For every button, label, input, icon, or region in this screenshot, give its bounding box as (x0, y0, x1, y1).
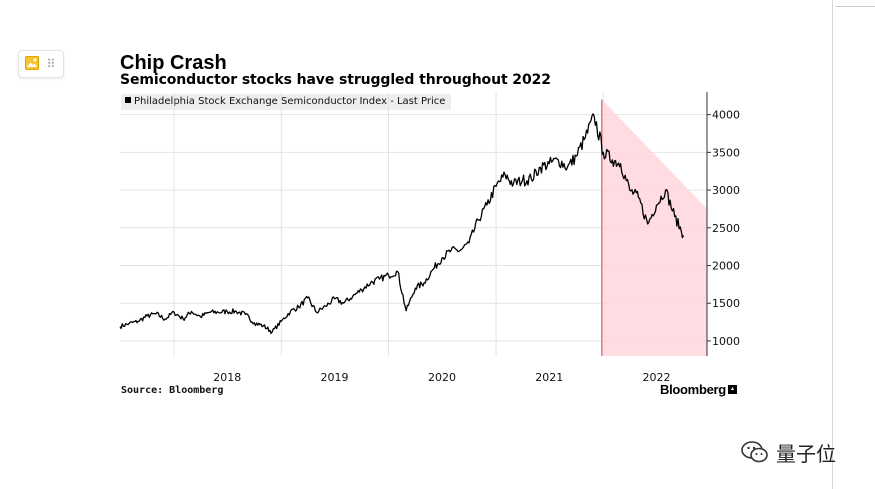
watermark-text: 量子位 (776, 441, 836, 466)
page-corner-divider (836, 6, 875, 7)
legend-label: Philadelphia Stock Exchange Semiconducto… (134, 96, 446, 107)
drag-handle-icon[interactable]: ⠿ (46, 57, 56, 71)
chart-subtitle: Semiconductor stocks have struggled thro… (120, 72, 551, 88)
y-tick-label: 3500 (712, 146, 740, 159)
x-tick-label: 2019 (320, 371, 348, 384)
series-line (119, 113, 685, 335)
image-icon[interactable] (25, 56, 39, 70)
x-tick-label: 2022 (642, 371, 670, 384)
y-tick-label: 4000 (712, 109, 740, 122)
series-layer (119, 113, 685, 335)
y-tick-label: 1000 (712, 335, 740, 348)
y-tick-label: 2000 (712, 259, 740, 272)
image-toolbar[interactable]: ⠿ (18, 50, 64, 78)
x-tick-label: 2020 (428, 371, 456, 384)
brand-logo: Bloomberg (660, 382, 726, 397)
page-right-border (832, 0, 833, 489)
y-tick-label: 1500 (712, 297, 740, 310)
x-tick-label: 2018 (213, 371, 241, 384)
highlight-layer (601, 99, 708, 357)
chart-title: Chip Crash (120, 52, 227, 74)
decline-highlight (601, 99, 707, 357)
y-tick-label: 3000 (712, 184, 740, 197)
axis-layer: 1000 1500 2000 2500 3000 3500 4000 2018 2019 2020… (213, 92, 740, 384)
x-tick-label: 2021 (535, 371, 563, 384)
watermark: 量子位 (740, 438, 836, 466)
brand-mark-icon: ▴ (728, 385, 737, 394)
legend-swatch (125, 97, 131, 103)
wechat-icon (741, 441, 768, 463)
y-tick-label: 2500 (712, 222, 740, 235)
source-note: Source: Bloomberg (121, 385, 224, 396)
chart-legend: Philadelphia Stock Exchange Semiconducto… (121, 94, 452, 110)
